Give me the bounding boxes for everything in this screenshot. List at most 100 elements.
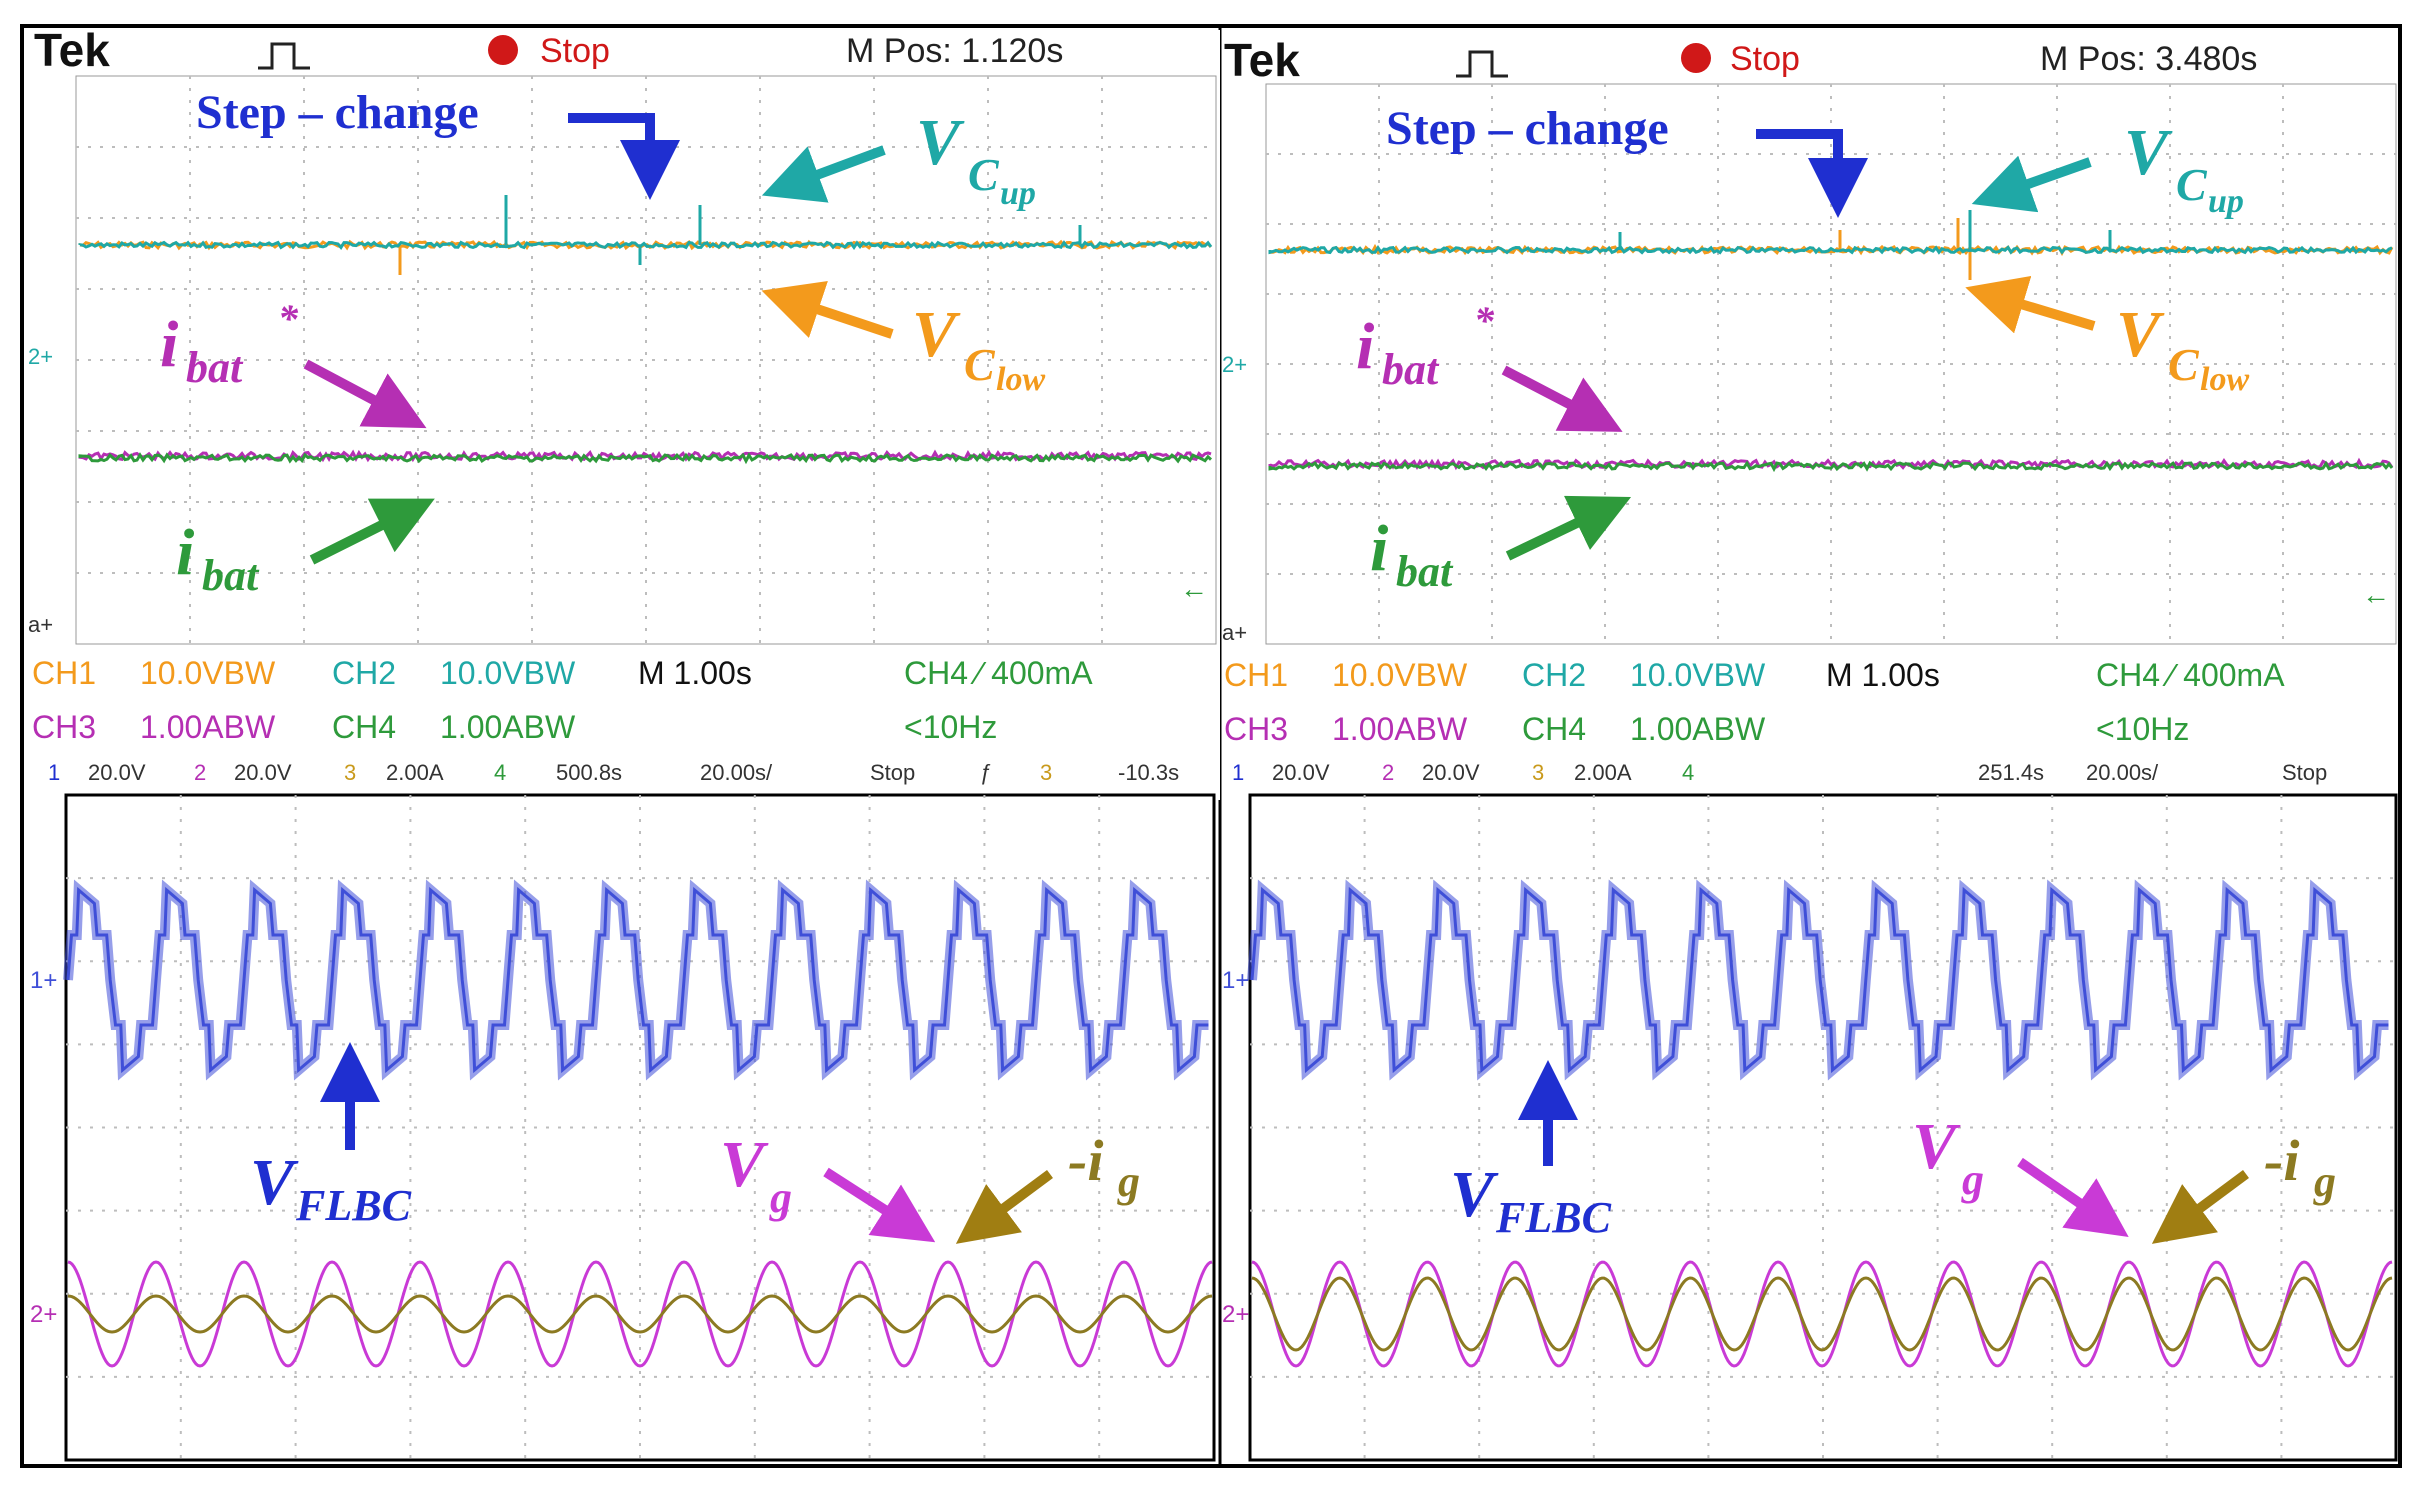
bottom-scope-screen: 1+ 2+ V FLBC V g -i g <box>30 793 1216 1462</box>
ch3-marker: a+ <box>28 612 53 637</box>
svg-text:bat: bat <box>202 551 260 600</box>
ig-label: -i g <box>1068 1128 1140 1206</box>
channel-settings: CH1 10.0VΒW CH2 10.0VΒW M 1.00s CH4 ∕ 40… <box>1224 657 2285 747</box>
waveform-traces <box>1268 210 2394 473</box>
svg-text:500.8s: 500.8s <box>556 760 622 785</box>
stop-icon <box>1681 43 1711 73</box>
trigger-level-icon: ← <box>1180 573 1208 604</box>
ch2-marker: 2+ <box>28 344 53 369</box>
step-change-label: Step – change <box>196 86 479 139</box>
status-strip: 1 20.0V 2 20.0V 3 2.00A 4 251.4s 20.00s/… <box>1232 760 2327 785</box>
vg-label: V g <box>1912 1110 1984 1204</box>
brand-logo: Tek <box>1224 34 1300 86</box>
brand-logo: Tek <box>34 24 110 76</box>
step-change-arrow <box>568 113 680 200</box>
svg-text:20.0V: 20.0V <box>1422 760 1480 785</box>
ch3-marker: a+ <box>1222 620 1247 645</box>
svg-text:V: V <box>1912 1110 1961 1183</box>
svg-text:<10Hz: <10Hz <box>904 709 997 745</box>
svg-text:*: * <box>278 296 299 341</box>
ibat-trace <box>78 452 1213 465</box>
svg-text:4: 4 <box>1682 760 1694 785</box>
ch1-marker: 1+ <box>30 967 57 994</box>
svg-text:V: V <box>916 106 965 179</box>
ibat-ref-label: i bat * <box>160 296 299 392</box>
vcup-label: V C up <box>916 106 1036 212</box>
step-change-arrow <box>1756 129 1868 218</box>
ig-trace <box>1251 1276 2393 1352</box>
top-scope-screen: Tek Stop M Pos: 1.120s 2+ a+ ← Step – ch… <box>28 24 1220 800</box>
trigger-icon <box>1456 50 1508 78</box>
ch1-marker: 1+ <box>1222 967 1249 994</box>
vcup-trace <box>78 240 1213 251</box>
svg-text:FLBC: FLBC <box>295 1181 412 1230</box>
top-scope-screen: Tek Stop M Pos: 3.480s 2+ a+ ← Step – ch… <box>1222 34 2397 747</box>
svg-text:CH2: CH2 <box>1522 657 1586 693</box>
step-change-label: Step – change <box>1386 102 1669 155</box>
svg-text:V: V <box>250 1146 299 1219</box>
svg-text:M 1.00s: M 1.00s <box>638 655 752 691</box>
m-pos-readout: M Pos: 1.120s <box>846 32 1063 70</box>
svg-text:Stop: Stop <box>2282 760 2327 785</box>
svg-text:C: C <box>964 339 996 390</box>
svg-text:up: up <box>1000 175 1036 212</box>
svg-text:CH1: CH1 <box>1224 657 1288 693</box>
svg-text:1.00AΒW: 1.00AΒW <box>140 709 276 745</box>
svg-text:2.00A: 2.00A <box>386 760 444 785</box>
vcup-label: V C up <box>2124 116 2244 220</box>
ch2-marker: 2+ <box>30 1301 57 1328</box>
svg-text:low: low <box>996 361 1045 398</box>
svg-text:CH3: CH3 <box>1224 711 1288 747</box>
svg-text:ƒ: ƒ <box>980 760 992 785</box>
svg-text:10.0VΒW: 10.0VΒW <box>1332 657 1468 693</box>
svg-text:Stop: Stop <box>870 760 915 785</box>
vclow-arrow <box>761 281 894 339</box>
svg-text:1.00AΒW: 1.00AΒW <box>1332 711 1468 747</box>
ibat-trace <box>1268 460 2394 473</box>
channel-settings: CH1 10.0VΒW CH2 10.0VΒW M 1.00s CH4 ∕ 40… <box>32 655 1093 745</box>
svg-text:2: 2 <box>194 760 206 785</box>
ig-arrow <box>955 1169 1053 1244</box>
svg-text:i: i <box>1356 310 1375 383</box>
svg-text:V: V <box>2124 116 2173 189</box>
svg-text:i: i <box>160 308 179 381</box>
svg-text:20.00s/: 20.00s/ <box>700 760 773 785</box>
ibat-label: i bat <box>176 516 260 600</box>
graticule-grid <box>76 76 1216 644</box>
vcup-trace <box>1268 244 2393 255</box>
ibat-label: i bat <box>1370 512 1454 596</box>
vclow-arrow <box>1965 275 2096 334</box>
svg-text:g: g <box>1961 1155 1984 1204</box>
ibat-arrow <box>309 498 435 565</box>
svg-text:bat: bat <box>1382 345 1440 394</box>
svg-text:V: V <box>912 298 961 371</box>
svg-text:<10Hz: <10Hz <box>2096 711 2189 747</box>
svg-text:CH3: CH3 <box>32 709 96 745</box>
vflbc-label: V FLBC <box>1450 1158 1612 1242</box>
svg-text:3: 3 <box>1040 760 1052 785</box>
svg-text:*: * <box>1474 298 1495 343</box>
vcup-arrow <box>761 145 886 203</box>
graticule-grid <box>1250 795 2396 1460</box>
vg-trace <box>67 1260 1213 1368</box>
stop-icon <box>488 35 518 65</box>
graticule-grid <box>1266 84 2396 644</box>
run-status: Stop <box>1730 40 1800 78</box>
vg-arrow <box>2017 1157 2129 1238</box>
svg-text:V: V <box>720 1128 769 1201</box>
vflbc-trace <box>66 886 1209 1074</box>
svg-text:g: g <box>1117 1157 1140 1206</box>
svg-text:up: up <box>2208 183 2244 220</box>
run-status: Stop <box>540 32 610 70</box>
svg-text:-i: -i <box>1068 1128 1103 1193</box>
vg-trace <box>1251 1260 2393 1368</box>
svg-text:251.4s: 251.4s <box>1978 760 2044 785</box>
svg-text:low: low <box>2200 361 2249 398</box>
vg-arrow <box>823 1167 936 1243</box>
svg-text:CH4: CH4 <box>332 709 396 745</box>
trigger-icon <box>258 42 310 70</box>
svg-text:M 1.00s: M 1.00s <box>1826 657 1940 693</box>
ibat-ref-arrow <box>303 359 427 429</box>
svg-text:10.0VΒW: 10.0VΒW <box>1630 657 1766 693</box>
